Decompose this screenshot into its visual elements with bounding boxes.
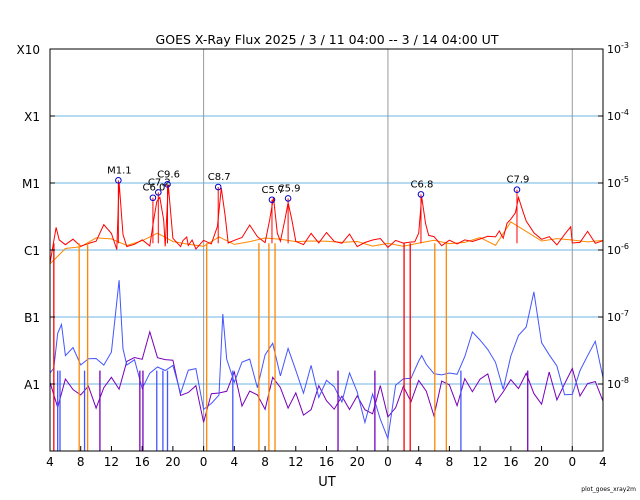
x-tick-label: 16: [503, 455, 518, 469]
series-line: [49, 182, 604, 264]
grid-lines: [50, 49, 603, 451]
x-tick-label: 20: [350, 455, 365, 469]
x-axis-label: UT: [318, 475, 336, 490]
x-tick-label: 12: [288, 455, 303, 469]
x-tick-label: 0: [200, 455, 208, 469]
x-tick-label: 20: [534, 455, 549, 469]
y-tick-label-right: 10-5: [607, 175, 629, 190]
x-tick-label: 20: [165, 455, 180, 469]
y-tick-exponent: -6: [621, 242, 629, 251]
flare-label: C8.7: [208, 172, 231, 183]
flare-markers: M1.1 C6.0C7.2C9.6 C8.7 C5.7C5.9 C6.8 C7.9: [107, 165, 530, 244]
flare-marker: [284, 195, 292, 202]
y-tick-label-right: 10-7: [607, 309, 629, 324]
x-tick-label: 0: [568, 455, 576, 469]
flare-marker: [154, 189, 162, 196]
flare-marker: [214, 183, 222, 191]
y-tick-label-right: 10-8: [607, 376, 629, 391]
x-tick-label: 12: [104, 455, 119, 469]
x-tick-label: 4: [415, 455, 423, 469]
flare-label: C6.0: [142, 183, 165, 194]
flare-marker: [149, 194, 157, 202]
x-tick-label: 16: [319, 455, 334, 469]
y-tick-label-left: M1: [22, 177, 40, 191]
y-tick-label-right: 10-3: [607, 41, 629, 56]
y-tick-label-left: A1: [24, 378, 40, 392]
y-tick-label-left: B1: [24, 311, 40, 325]
flare-marker: [164, 181, 171, 188]
series-line: [49, 221, 604, 265]
x-tick-label: 8: [446, 455, 454, 469]
y-tick-exponent: -4: [621, 108, 629, 117]
y-tick-exponent: -3: [621, 41, 629, 50]
y-tick-exponent: -8: [621, 376, 629, 385]
series-line: [49, 329, 604, 423]
y-tick-label-left: C1: [24, 244, 40, 258]
x-tick-label: 12: [472, 455, 487, 469]
flare-label: C7.9: [507, 175, 530, 186]
y-tick-label-right: 10-4: [607, 108, 629, 123]
x-tick-label: 4: [231, 455, 239, 469]
flare-marker: [115, 177, 122, 184]
flare-marker: [513, 186, 521, 193]
data-series: [49, 182, 604, 451]
y-tick-exponent: -7: [621, 309, 629, 318]
series-line: [49, 280, 604, 441]
x-tick-label: 8: [77, 455, 85, 469]
x-tick-label: 4: [46, 455, 54, 469]
y-tick-label-left: X1: [24, 110, 40, 124]
y-tick-exponent: -5: [621, 175, 629, 184]
x-tick-label: 8: [261, 455, 269, 469]
flare-label: C5.9: [278, 183, 301, 194]
axis-ticks: 4 8 12 16 20 0 4 8 12 16 20 0 4 8 12 16 20 0 4 X10 X1 M1 C1 B1 A…: [17, 41, 629, 469]
y-tick-label-right: 10-6: [607, 242, 629, 257]
y-tick-label-left: X10: [17, 43, 41, 57]
flare-label: C9.6: [157, 169, 180, 180]
x-tick-label: 16: [135, 455, 150, 469]
flare-label: C7.2: [148, 177, 171, 188]
flare-label: C6.8: [411, 179, 434, 190]
chart-title: GOES X-Ray Flux 2025 / 3 / 11 04:00 -- 3…: [156, 32, 499, 47]
flare-marker: [417, 191, 425, 198]
flare-label: C5.7: [262, 185, 285, 196]
x-tick-label: 0: [384, 455, 392, 469]
x-tick-label: 4: [599, 455, 607, 469]
credit-text: plot_goes_xray2m: [581, 486, 636, 493]
flare-label: M1.1: [107, 165, 132, 176]
flare-marker: [268, 196, 276, 204]
